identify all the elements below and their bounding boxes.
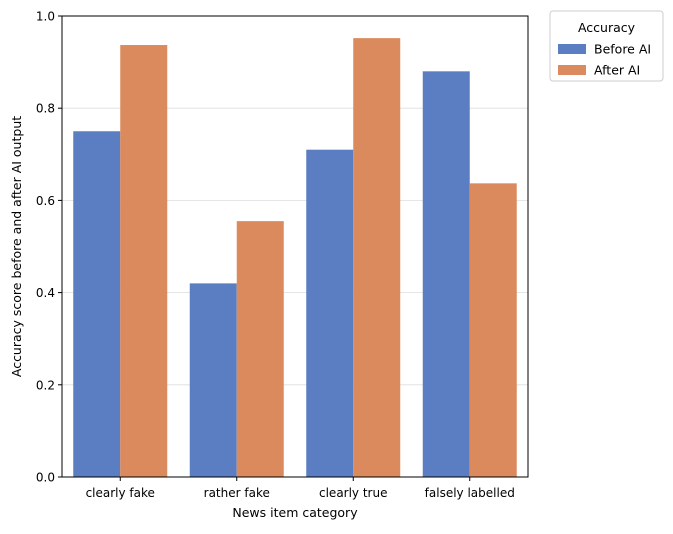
legend-label: After AI [594, 63, 640, 78]
bar-before-ai-clearly-fake [73, 131, 121, 477]
y-axis-label: Accuracy score before and after AI outpu… [9, 116, 24, 377]
legend-label: Before AI [594, 42, 651, 57]
legend: Accuracy Before AI After AI [549, 10, 664, 82]
plot-frame [61, 15, 529, 478]
x-tick-label: falsely labelled [425, 486, 515, 500]
y-tick-label: 0.0 [36, 471, 55, 485]
y-tick-label: 0.6 [36, 194, 55, 208]
y-tick-label: 0.4 [36, 286, 55, 300]
y-tick-label: 0.2 [36, 378, 55, 392]
x-axis-label: News item category [232, 505, 358, 520]
legend-title: Accuracy [578, 20, 636, 35]
y-tick-label: 1.0 [36, 10, 55, 24]
bar-before-ai-clearly-true [306, 149, 354, 477]
x-tick-label: clearly true [319, 486, 387, 500]
y-axis: 0.0 0.2 0.4 0.6 0.8 1.0 [36, 10, 62, 485]
y-tick-label: 0.8 [36, 102, 55, 116]
bar-after-ai-clearly-fake [120, 45, 168, 477]
bar-before-ai-rather-fake [189, 283, 237, 477]
x-tick-label: rather fake [204, 486, 270, 500]
bar-before-ai-falsely-labelled [422, 71, 470, 477]
bar-after-ai-falsely-labelled [469, 183, 517, 477]
bars [73, 38, 517, 478]
x-axis: clearly fake rather fake clearly true false… [86, 477, 515, 500]
legend-swatch [558, 65, 586, 75]
legend-swatch [558, 44, 586, 54]
legend-box [549, 10, 664, 82]
bar-after-ai-rather-fake [236, 221, 284, 477]
x-tick-label: clearly fake [86, 486, 155, 500]
bar-after-ai-clearly-true [353, 38, 401, 478]
